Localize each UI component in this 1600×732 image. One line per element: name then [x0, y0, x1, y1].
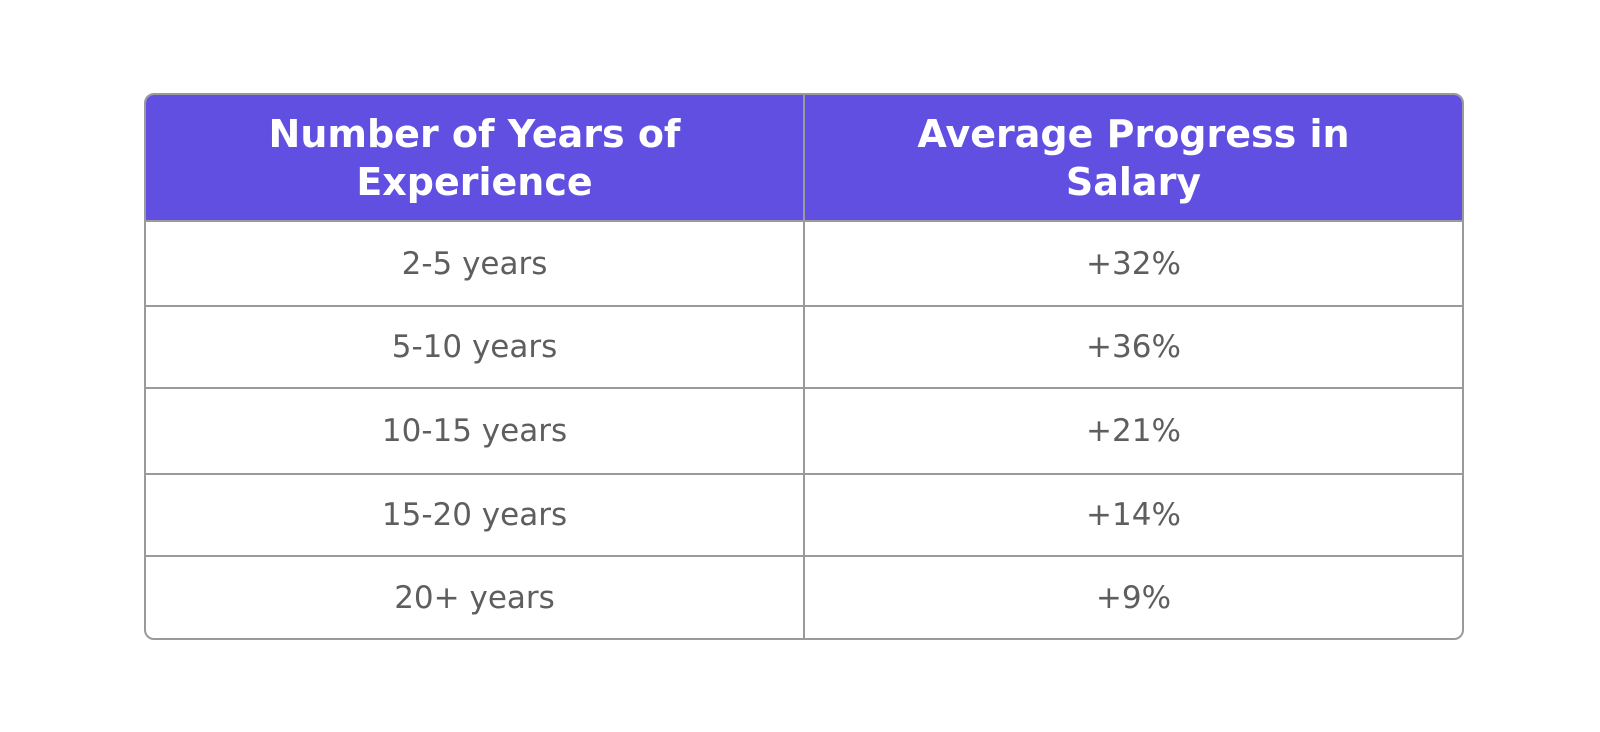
cell-salary-progress: +14% [803, 473, 1462, 556]
table-row: 2-5 years +32% [146, 220, 1462, 306]
table-row: 5-10 years +36% [146, 305, 1462, 388]
cell-years: 15-20 years [146, 473, 804, 556]
cell-years: 2-5 years [146, 220, 804, 306]
cell-years: 5-10 years [146, 305, 804, 388]
cell-salary-progress: +32% [803, 220, 1462, 306]
header-row: Number of Years of Experience Average Pr… [146, 95, 1462, 221]
column-header-salary-progress: Average Progress in Salary [803, 95, 1462, 221]
salary-progress-table: Number of Years of Experience Average Pr… [144, 93, 1464, 640]
table-body: 2-5 years +32% 5-10 years +36% 10-15 yea… [146, 220, 1462, 638]
column-header-years: Number of Years of Experience [146, 95, 804, 221]
cell-years: 20+ years [146, 555, 804, 638]
cell-salary-progress: +36% [803, 305, 1462, 388]
cell-years: 10-15 years [146, 387, 804, 474]
table-row: 15-20 years +14% [146, 473, 1462, 556]
table-row: 20+ years +9% [146, 555, 1462, 638]
table-header: Number of Years of Experience Average Pr… [146, 95, 1462, 221]
cell-salary-progress: +21% [803, 387, 1462, 474]
data-table: Number of Years of Experience Average Pr… [146, 95, 1462, 638]
table-row: 10-15 years +21% [146, 387, 1462, 474]
cell-salary-progress: +9% [803, 555, 1462, 638]
